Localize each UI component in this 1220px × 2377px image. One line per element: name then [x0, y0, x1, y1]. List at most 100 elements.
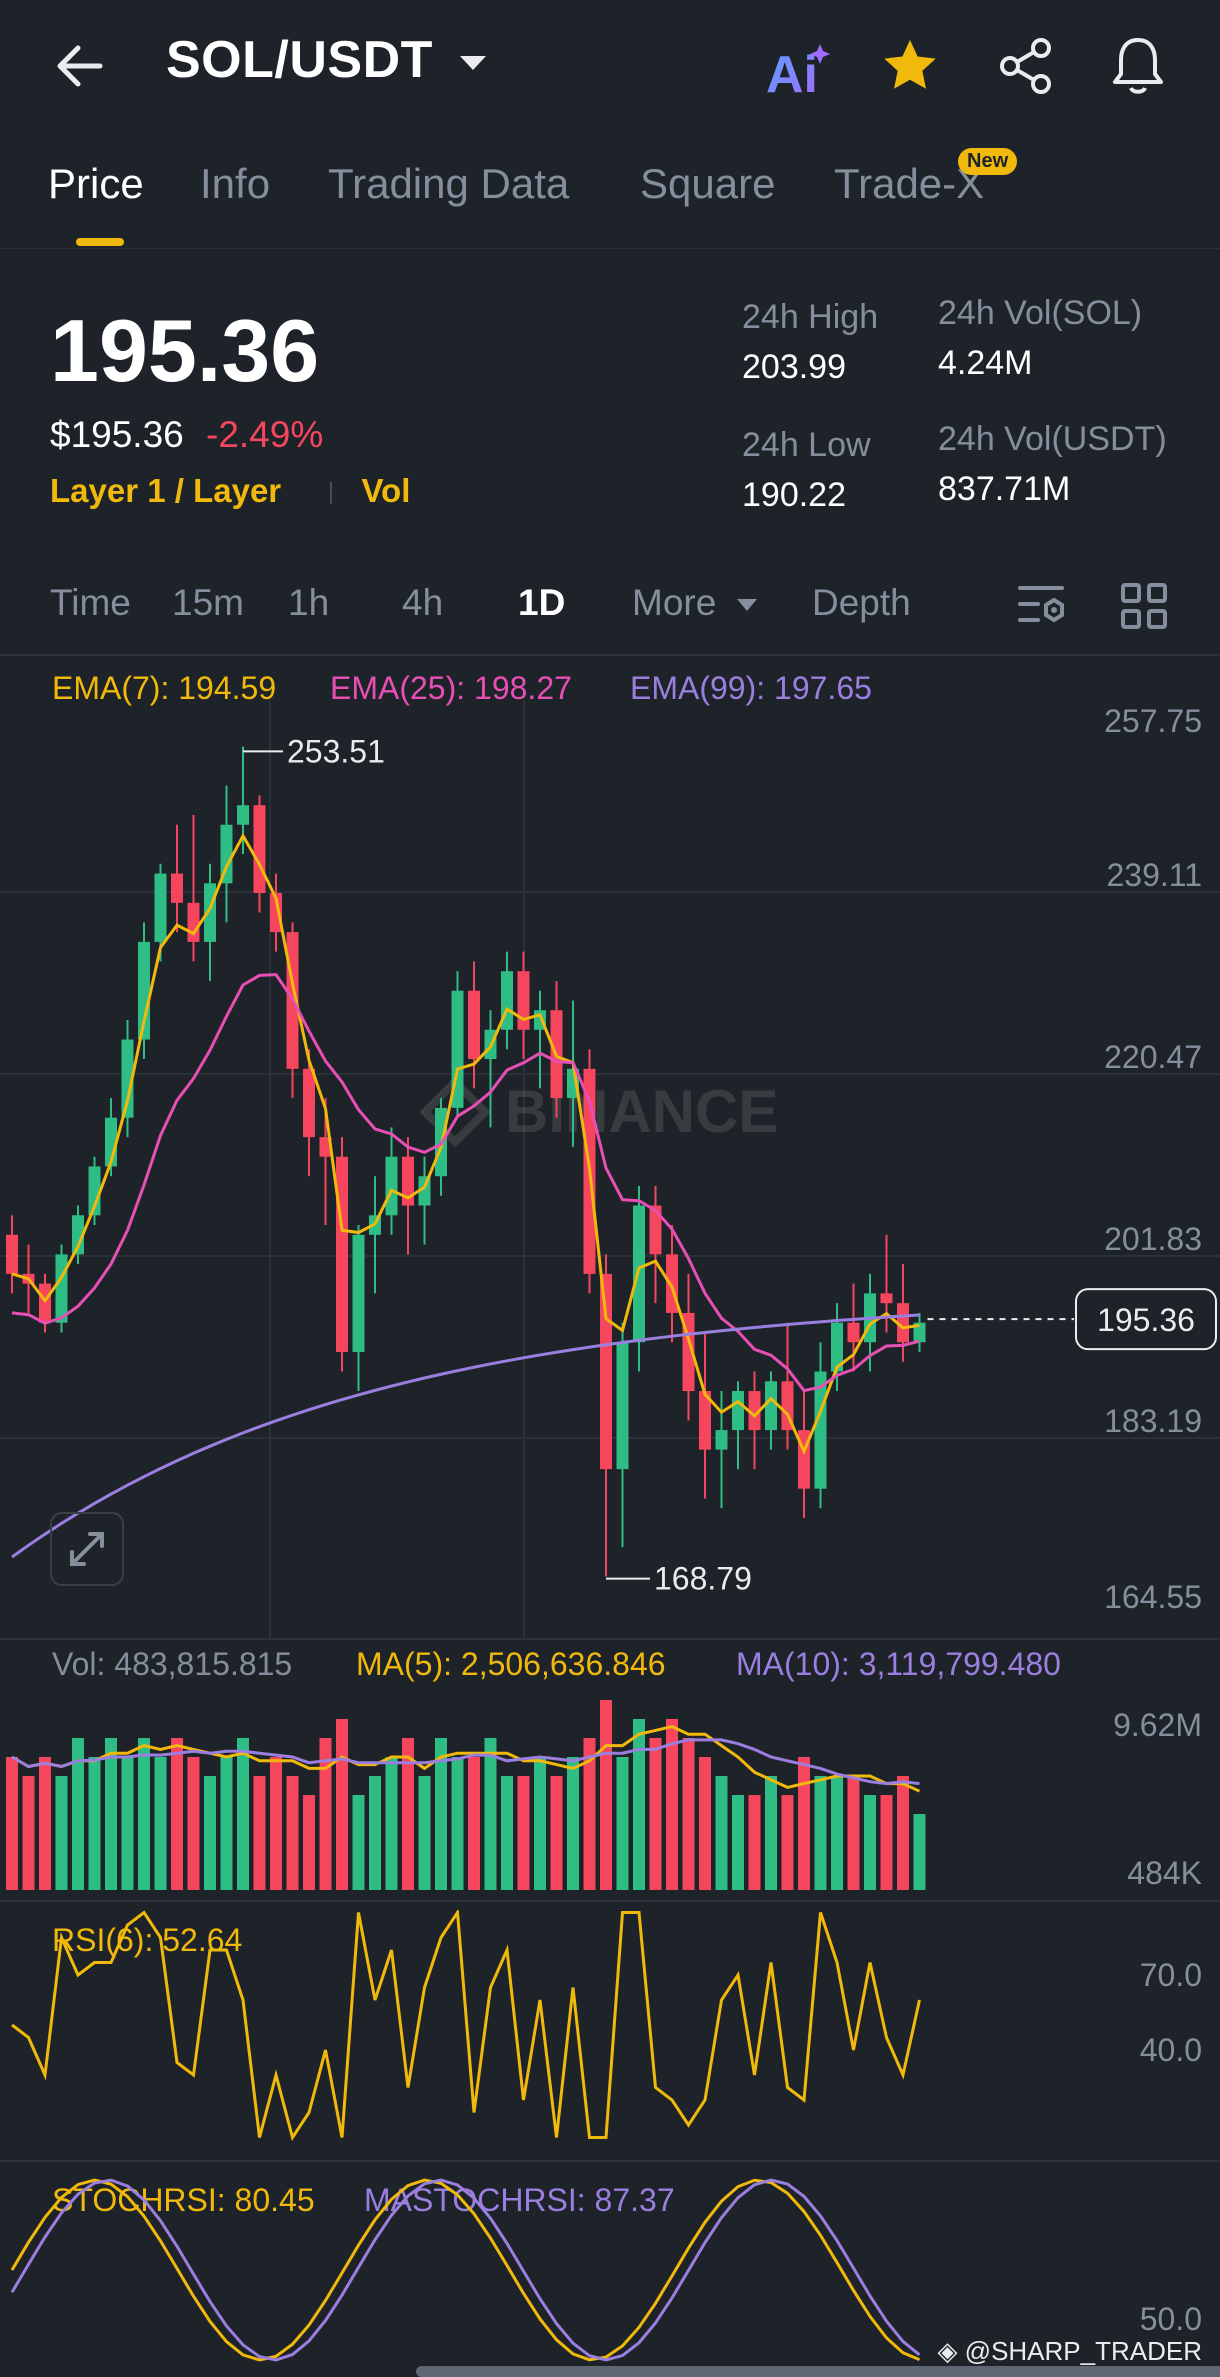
- volume-bar: [418, 1776, 431, 1890]
- volume-bar: [633, 1719, 645, 1890]
- volume-bar: [715, 1776, 728, 1890]
- tab-info[interactable]: Info: [200, 160, 271, 207]
- volume-bar: [864, 1795, 876, 1890]
- interval-more[interactable]: More: [632, 582, 759, 624]
- candle: [154, 873, 167, 942]
- price-axis-label: 201.83: [1104, 1221, 1202, 1257]
- volume-bar: [616, 1757, 629, 1890]
- expand-button[interactable]: [50, 1512, 124, 1586]
- volume-bar: [171, 1738, 183, 1890]
- current-price-tag: [1075, 1288, 1217, 1351]
- interval-4h[interactable]: 4h: [402, 582, 444, 623]
- candle: [468, 990, 480, 1060]
- tag-vol[interactable]: Vol: [361, 472, 411, 509]
- tab-trading-data[interactable]: Trading Data: [328, 160, 570, 207]
- volume-bar: [435, 1738, 447, 1890]
- volume-bar: [237, 1738, 249, 1890]
- candle: [253, 805, 266, 894]
- price-axis-label: 257.75: [1104, 703, 1202, 739]
- ema7-label: EMA(7): 194.59: [52, 670, 277, 706]
- volume-bar: [72, 1738, 84, 1890]
- tab-price[interactable]: Price: [48, 160, 144, 207]
- chart-settings-button[interactable]: [1016, 580, 1068, 635]
- volume-bar: [847, 1776, 860, 1890]
- candle: [303, 1068, 315, 1138]
- pair-label: SOL/USDT: [166, 31, 433, 89]
- candle: [699, 1391, 711, 1450]
- vol-sol-label: 24h Vol(SOL): [938, 294, 1143, 332]
- binance-logo-icon: [419, 1076, 491, 1148]
- candle: [649, 1205, 662, 1255]
- volume-divider: [0, 1638, 1220, 1640]
- candle: [765, 1381, 777, 1431]
- interval-time[interactable]: Time: [50, 582, 131, 623]
- volume-bar: [319, 1738, 332, 1890]
- volume-bar: [451, 1757, 464, 1890]
- rsi-divider: [0, 1900, 1220, 1902]
- candle: [600, 1273, 612, 1470]
- interval-1d[interactable]: 1D: [518, 582, 566, 623]
- interval-15m[interactable]: 15m: [172, 582, 244, 623]
- vol-sol-value: 4.24M: [938, 344, 1033, 382]
- back-button[interactable]: [52, 38, 108, 94]
- rsi-line: [11, 1910, 921, 2142]
- volume-bar: [402, 1738, 414, 1890]
- volume-bar: [220, 1757, 233, 1890]
- vol-usdt-value: 837.71M: [938, 470, 1071, 508]
- grid-layout-icon: [1121, 583, 1167, 629]
- stoch-divider: [0, 2160, 1220, 2162]
- low-marker-label: 168.79: [654, 1561, 752, 1597]
- ai-button[interactable]: Ai: [766, 40, 830, 105]
- candle: [897, 1303, 909, 1343]
- pair-title[interactable]: SOL/USDT: [166, 30, 488, 90]
- stochrsi-label: STOCHRSI: 80.45: [52, 2182, 315, 2218]
- volume-bar: [270, 1757, 282, 1890]
- volume-bar: [699, 1757, 711, 1890]
- high-value: 203.99: [742, 348, 846, 386]
- candle: [187, 902, 200, 942]
- candle: [319, 1137, 332, 1157]
- depth-tab[interactable]: Depth: [812, 582, 911, 623]
- tag-layer[interactable]: Layer 1 / Layer: [50, 472, 282, 509]
- mastochrsi-line: [10, 2178, 921, 2362]
- rsi-axis-label: 70.0: [1140, 1957, 1202, 1993]
- volume-bar: [138, 1738, 150, 1890]
- price-chart[interactable]: BINANCE 253.51 168.79 195.36 257.75 239.11 2…: [0, 700, 1220, 1640]
- rsi-chart: 70.0 40.0: [11, 1910, 1202, 2142]
- candle: [270, 893, 282, 933]
- volume-bar: [814, 1776, 827, 1890]
- candle: [913, 1322, 926, 1343]
- volume-bar: [913, 1814, 926, 1890]
- ema99-line: [11, 1313, 920, 1559]
- usd-price: $195.36: [50, 414, 184, 455]
- bell-icon: [1113, 38, 1163, 94]
- volume-bar: [583, 1738, 596, 1890]
- interval-1h[interactable]: 1h: [288, 582, 330, 623]
- dropdown-caret-icon: [459, 56, 486, 71]
- alert-button[interactable]: [1108, 34, 1168, 101]
- volume-bar: [682, 1738, 695, 1890]
- ai-icon: Ai: [766, 44, 830, 104]
- candle: [121, 1039, 134, 1118]
- candle: [402, 1156, 414, 1206]
- current-price-label: 195.36: [1097, 1302, 1195, 1338]
- favorite-button[interactable]: [880, 36, 940, 101]
- volume-bar: [484, 1738, 497, 1890]
- stoch-axis-label: 50.0: [1140, 2301, 1202, 2337]
- ema7-line: [11, 832, 920, 1456]
- share-icon: [1000, 38, 1051, 94]
- volume-bar: [39, 1757, 51, 1890]
- volume-bar: [501, 1776, 513, 1890]
- ema99-label: EMA(99): 197.65: [630, 670, 872, 706]
- binance-watermark: BINANCE: [419, 1076, 778, 1148]
- volume-bar: [105, 1738, 117, 1890]
- price-axis-label: 164.55: [1104, 1579, 1202, 1615]
- chart-settings-icon: [1018, 586, 1064, 623]
- volume-bar: [765, 1776, 777, 1890]
- tab-square[interactable]: Square: [640, 160, 776, 207]
- candle: [880, 1293, 893, 1304]
- layout-button[interactable]: [1120, 582, 1168, 635]
- share-button[interactable]: [996, 36, 1056, 101]
- volume-bar: [468, 1757, 480, 1890]
- rsi-axis-label: 40.0: [1140, 2032, 1202, 2068]
